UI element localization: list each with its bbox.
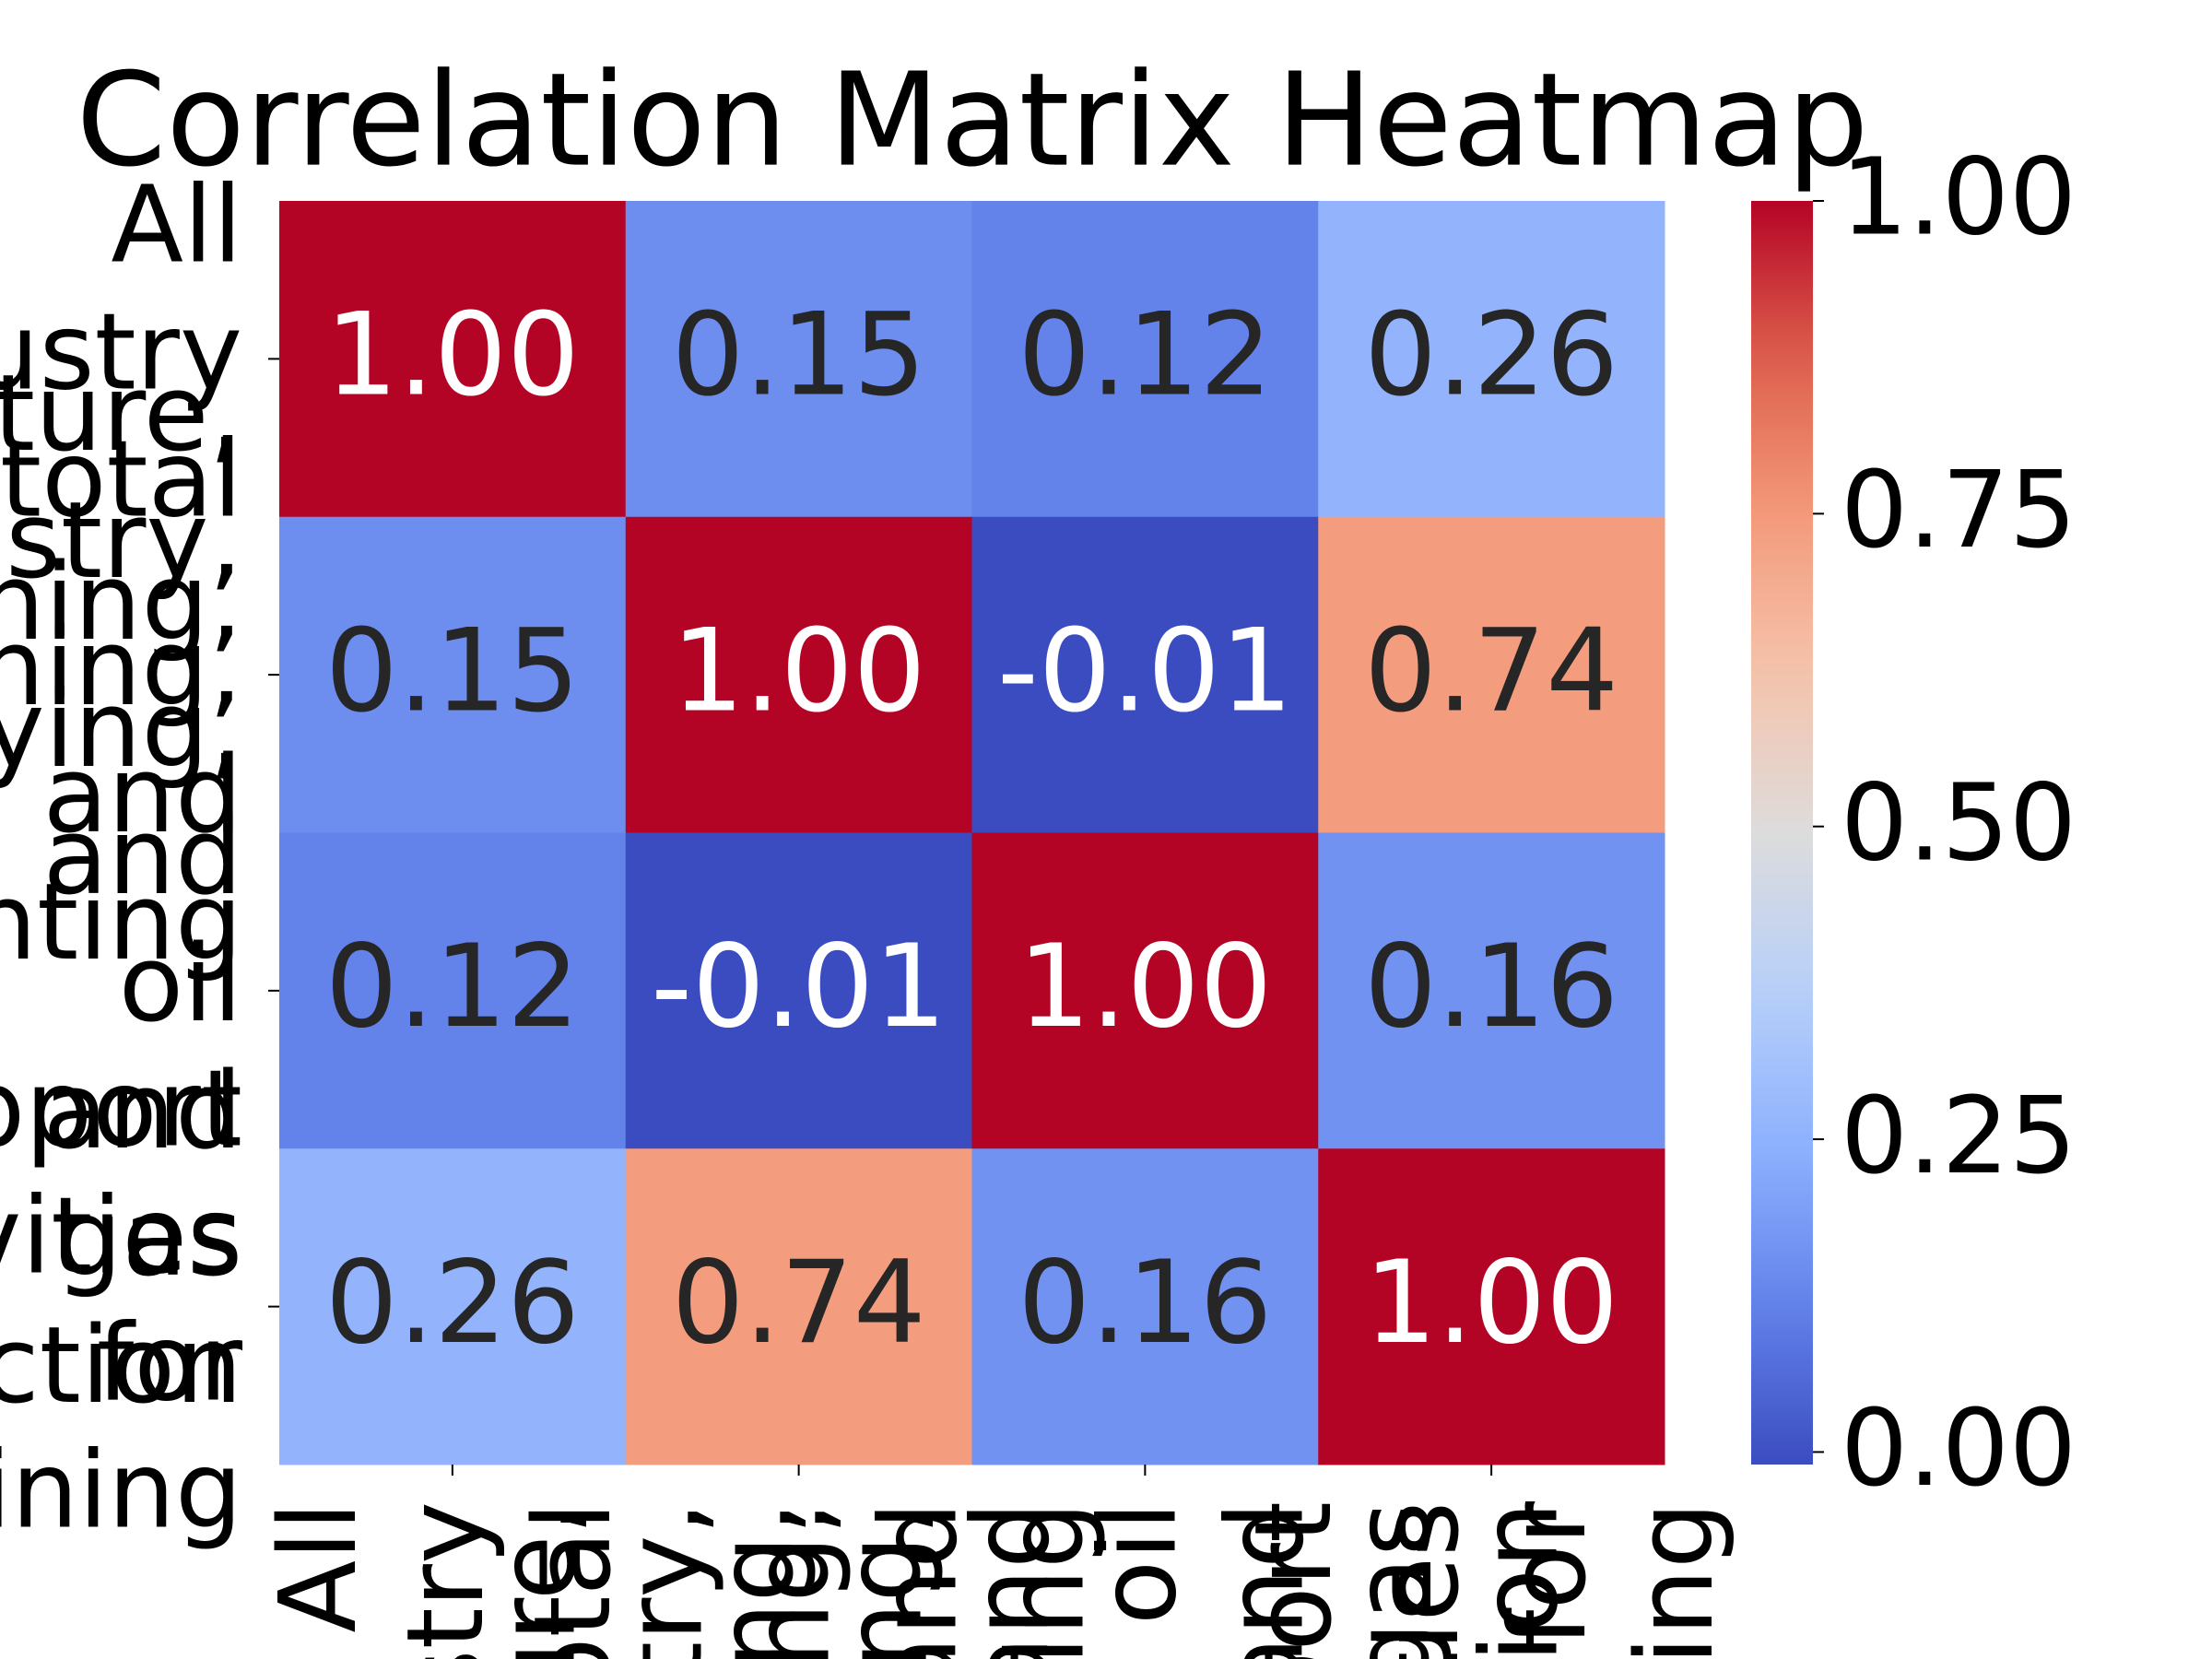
x-tick-label: Allindustrytotal xyxy=(257,1501,635,1659)
colorbar-tick-label: 0.75 xyxy=(1841,449,2077,572)
heatmap-cell xyxy=(1318,1148,1665,1465)
heatmap-cell xyxy=(279,832,627,1149)
heatmap-cell xyxy=(971,1148,1319,1465)
cell-label: 0.26 xyxy=(1364,289,1618,422)
heatmap-cell xyxy=(1318,832,1665,1149)
heatmap-cell xyxy=(625,201,972,518)
cell-label: 1.00 xyxy=(1364,1237,1618,1370)
heatmap-cell xyxy=(1318,201,1665,518)
colorbar-tick-label: 0.00 xyxy=(1841,1387,2077,1511)
heatmap-cell xyxy=(279,516,627,833)
colorbar-tick-label: 1.00 xyxy=(1841,136,2077,260)
colorbar-tick-label: 0.25 xyxy=(1841,1075,2077,1198)
x-tick-label: Mining,quarrying,andoilandgasextraction xyxy=(695,1501,1582,1659)
heatmap-cell xyxy=(625,1148,972,1465)
x-tick-label: Supportactivitiesformining xyxy=(1232,1500,1737,1659)
cell-label: 1.00 xyxy=(672,605,926,737)
heatmap-cell xyxy=(279,201,627,518)
cell-label: 0.12 xyxy=(1018,289,1272,422)
cell-label: -0.01 xyxy=(651,921,947,1053)
heatmap-cell xyxy=(1318,516,1665,833)
heatmap-cell xyxy=(971,201,1319,518)
cell-label: 0.74 xyxy=(672,1237,926,1370)
x-tick-label: Agriculture,forestry,fishing,andhunting xyxy=(476,1501,1108,1659)
heatmap-cell xyxy=(625,832,972,1149)
colorbar-tick-label: 0.50 xyxy=(1841,761,2077,885)
cell-label: 0.26 xyxy=(325,1237,580,1370)
cell-label: 1.00 xyxy=(325,289,580,422)
chart-title: Correlation Matrix Heatmap xyxy=(76,46,1869,196)
y-tick-label: Supportactivitiesformining xyxy=(0,1047,243,1552)
cell-label: 0.74 xyxy=(1364,605,1618,737)
cell-label: 1.00 xyxy=(1018,921,1272,1053)
y-tick-label: Mining,quarrying,andoilandgasextraction xyxy=(0,541,242,1428)
heatmap-cell xyxy=(971,516,1319,833)
cell-label: 0.15 xyxy=(672,289,926,422)
colorbar xyxy=(1751,201,1813,1465)
cell-label: -0.01 xyxy=(997,605,1293,737)
heatmap-cell xyxy=(971,832,1319,1149)
y-tick-label: Agriculture,forestry,fishing,andhunting xyxy=(0,352,242,984)
cell-label: 0.16 xyxy=(1018,1237,1272,1370)
cell-label: 0.16 xyxy=(1364,921,1618,1053)
heatmap-cell xyxy=(625,516,972,833)
cell-label: 0.15 xyxy=(325,605,580,737)
y-tick-label: Allindustrytotal xyxy=(0,163,242,541)
heatmap-cell xyxy=(279,1148,627,1465)
cell-label: 0.12 xyxy=(325,921,580,1053)
